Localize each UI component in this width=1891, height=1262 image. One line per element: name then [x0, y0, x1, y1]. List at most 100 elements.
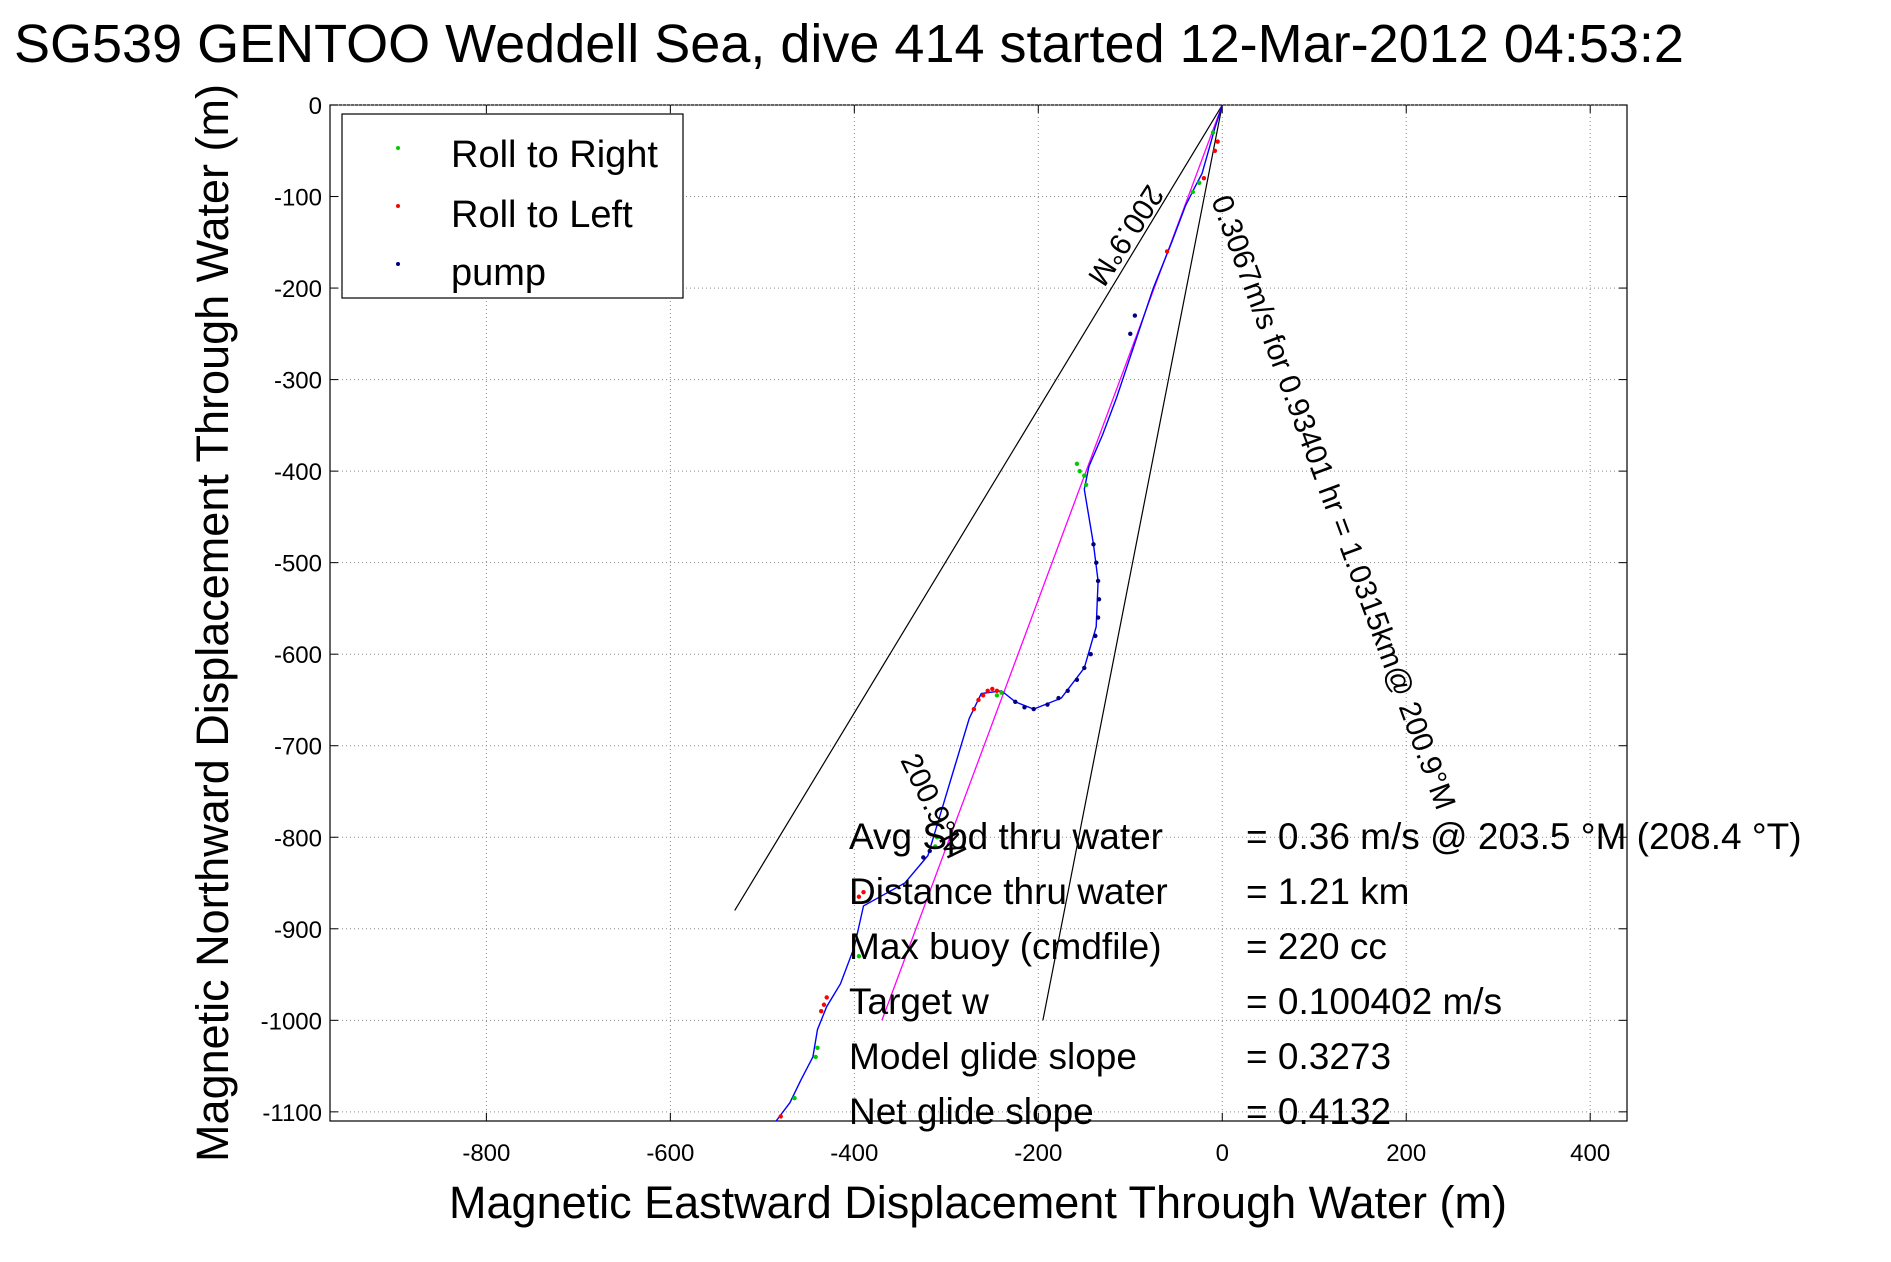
annotation-label: Max buoy (cmdfile)	[849, 926, 1162, 967]
y-tick-label: 0	[309, 93, 322, 120]
annotation-value: = 0.100402 m/s	[1246, 981, 1502, 1022]
roll-left-point	[778, 1114, 783, 1119]
roll-right-point	[1083, 482, 1089, 488]
x-tick-label: -600	[646, 1140, 694, 1167]
annotation-value: = 1.21 km	[1246, 871, 1410, 912]
roll-right-point	[994, 693, 1000, 698]
roll-right-point	[1210, 130, 1216, 135]
x-axis-ticks: -800 -600 -400 -200 0 200 400	[462, 105, 1610, 1167]
pump-point	[1095, 578, 1101, 584]
roll-left-point	[976, 697, 981, 703]
x-axis-label: Magnetic Eastward Displacement Through W…	[449, 1177, 1507, 1228]
roll-right-point	[792, 1095, 797, 1101]
roll-right-point	[856, 954, 862, 959]
pump-point	[927, 848, 932, 854]
roll-left-point	[985, 688, 990, 694]
y-tick-label: -900	[274, 917, 322, 944]
roll-left-series	[778, 139, 1220, 1119]
legend-marker-roll-right	[396, 146, 400, 150]
pump-point	[1094, 560, 1099, 565]
legend: Roll to Right Roll to Left pump	[341, 113, 684, 299]
legend-label-roll-right: Roll to Right	[451, 134, 658, 176]
stats-annotations: Avg Spd thru water = 0.36 m/s @ 203.5 °M…	[849, 816, 1802, 1132]
legend-label-pump: pump	[451, 252, 546, 294]
roll-left-point	[819, 1008, 824, 1014]
y-tick-label: -100	[274, 185, 322, 212]
roll-right-point	[1197, 180, 1202, 186]
pump-point	[1132, 313, 1138, 318]
roll-right-point	[1082, 473, 1087, 478]
pump-point	[921, 855, 926, 860]
roll-left-point	[821, 1002, 827, 1007]
y-tick-label: -600	[274, 642, 322, 669]
cone-lines	[734, 104, 1223, 1021]
track-series	[775, 104, 1223, 1122]
roll-left-point	[990, 686, 995, 692]
annotation-label: Net glide slope	[849, 1091, 1094, 1132]
y-tick-label: -400	[274, 459, 322, 486]
legend-marker-pump	[396, 262, 400, 266]
roll-right-point	[933, 844, 938, 849]
x-tick-label: -400	[830, 1140, 878, 1167]
x-tick-label: -800	[462, 1140, 510, 1167]
roll-right-point	[934, 835, 940, 840]
roll-left-point	[1201, 176, 1207, 181]
y-tick-label: -1100	[262, 1100, 322, 1127]
y-axis-label: Magnetic Northward Displacement Through …	[187, 84, 238, 1162]
pump-point	[1065, 688, 1070, 694]
pump-point	[1096, 597, 1102, 602]
roll-left-point	[971, 706, 977, 712]
pump-point	[1093, 633, 1098, 639]
annotation-value: = 0.36 m/s @ 203.5 °M (208.4 °T)	[1246, 816, 1802, 857]
roll-left-point	[1215, 139, 1220, 144]
roll-left-point	[861, 889, 866, 895]
grid-lines	[330, 104, 1627, 1121]
x-tick-label: -200	[1014, 1140, 1062, 1167]
roll-right-point	[999, 690, 1004, 695]
pump-series	[921, 313, 1138, 860]
annotation-value: = 220 cc	[1246, 926, 1387, 967]
track-line	[775, 104, 1223, 1122]
cone-line	[734, 104, 1223, 911]
legend-label-roll-left: Roll to Left	[451, 194, 633, 236]
roll-right-point	[1074, 461, 1080, 467]
roll-right-point	[1077, 468, 1082, 474]
y-tick-label: -1000	[261, 1008, 322, 1035]
y-tick-label: -800	[274, 825, 322, 852]
pump-point	[1022, 705, 1027, 710]
annotation-label: Avg Spd thru water	[849, 816, 1163, 857]
annotation-value: = 0.3273	[1246, 1036, 1391, 1077]
y-tick-label: -300	[274, 368, 322, 395]
roll-left-point	[856, 894, 862, 899]
y-tick-label: -500	[274, 551, 322, 578]
roll-right-point	[813, 1054, 818, 1060]
roll-right-point	[1190, 189, 1196, 195]
legend-marker-roll-left	[396, 204, 400, 208]
pump-point	[1095, 615, 1101, 620]
y-tick-label: -200	[274, 276, 322, 303]
pump-point	[1031, 706, 1036, 712]
pump-point	[1091, 542, 1096, 547]
cone-line	[1042, 104, 1223, 1021]
annotation-label: Target w	[849, 981, 989, 1022]
roll-left-point	[1164, 249, 1170, 254]
pump-point	[1082, 665, 1087, 671]
pump-point	[1056, 695, 1061, 701]
pump-point	[1013, 699, 1018, 704]
annotation-label: Model glide slope	[849, 1036, 1137, 1077]
roll-right-series	[792, 130, 1216, 1101]
roll-right-point	[815, 1045, 820, 1050]
annotation-label: Distance thru water	[849, 871, 1168, 912]
x-tick-label: 400	[1570, 1140, 1610, 1167]
pump-point	[1045, 702, 1050, 707]
pump-point	[1128, 331, 1133, 337]
roll-left-point	[1212, 148, 1218, 153]
x-tick-label: 200	[1386, 1140, 1426, 1167]
roll-left-point	[994, 688, 1000, 694]
pump-point	[1088, 651, 1093, 657]
roll-left-point	[824, 995, 829, 1000]
pump-point	[1074, 677, 1080, 683]
roll-left-point	[980, 693, 986, 698]
chart-title: SG539 GENTOO Weddell Sea, dive 414 start…	[14, 14, 1684, 74]
